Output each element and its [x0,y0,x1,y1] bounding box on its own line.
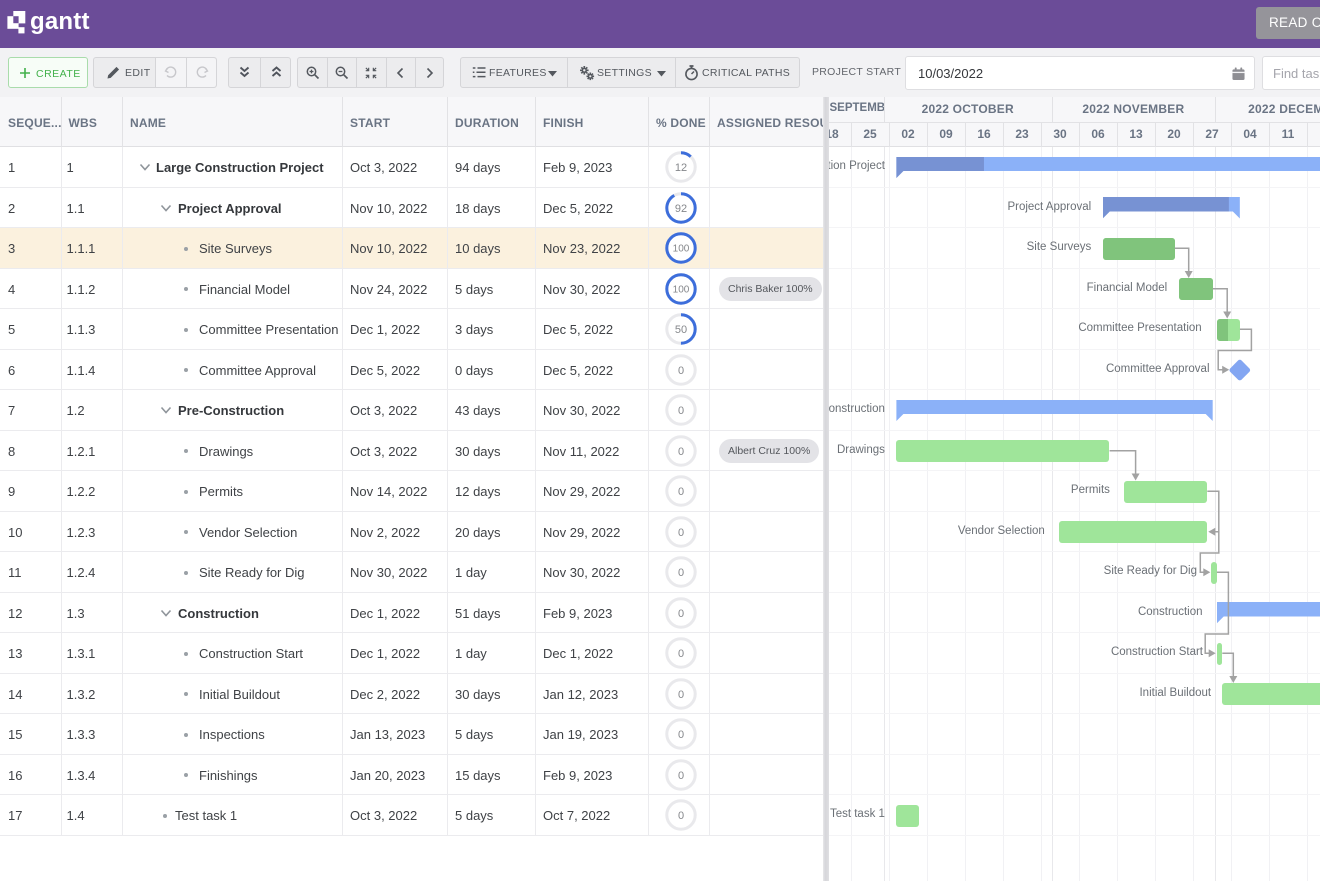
svg-text:100: 100 [673,284,690,295]
svg-text:0: 0 [678,770,684,782]
svg-text:0: 0 [678,608,684,620]
svg-text:0: 0 [678,405,684,417]
svg-text:0: 0 [678,527,684,539]
svg-text:12: 12 [675,162,687,174]
svg-text:0: 0 [678,567,684,579]
svg-text:0: 0 [678,365,684,377]
svg-text:100: 100 [673,244,690,255]
svg-text:0: 0 [678,729,684,741]
svg-text:0: 0 [678,648,684,660]
svg-text:0: 0 [678,810,684,822]
svg-text:0: 0 [678,689,684,701]
svg-text:92: 92 [675,203,687,215]
svg-text:0: 0 [678,486,684,498]
svg-text:50: 50 [675,324,687,336]
svg-text:0: 0 [678,446,684,458]
